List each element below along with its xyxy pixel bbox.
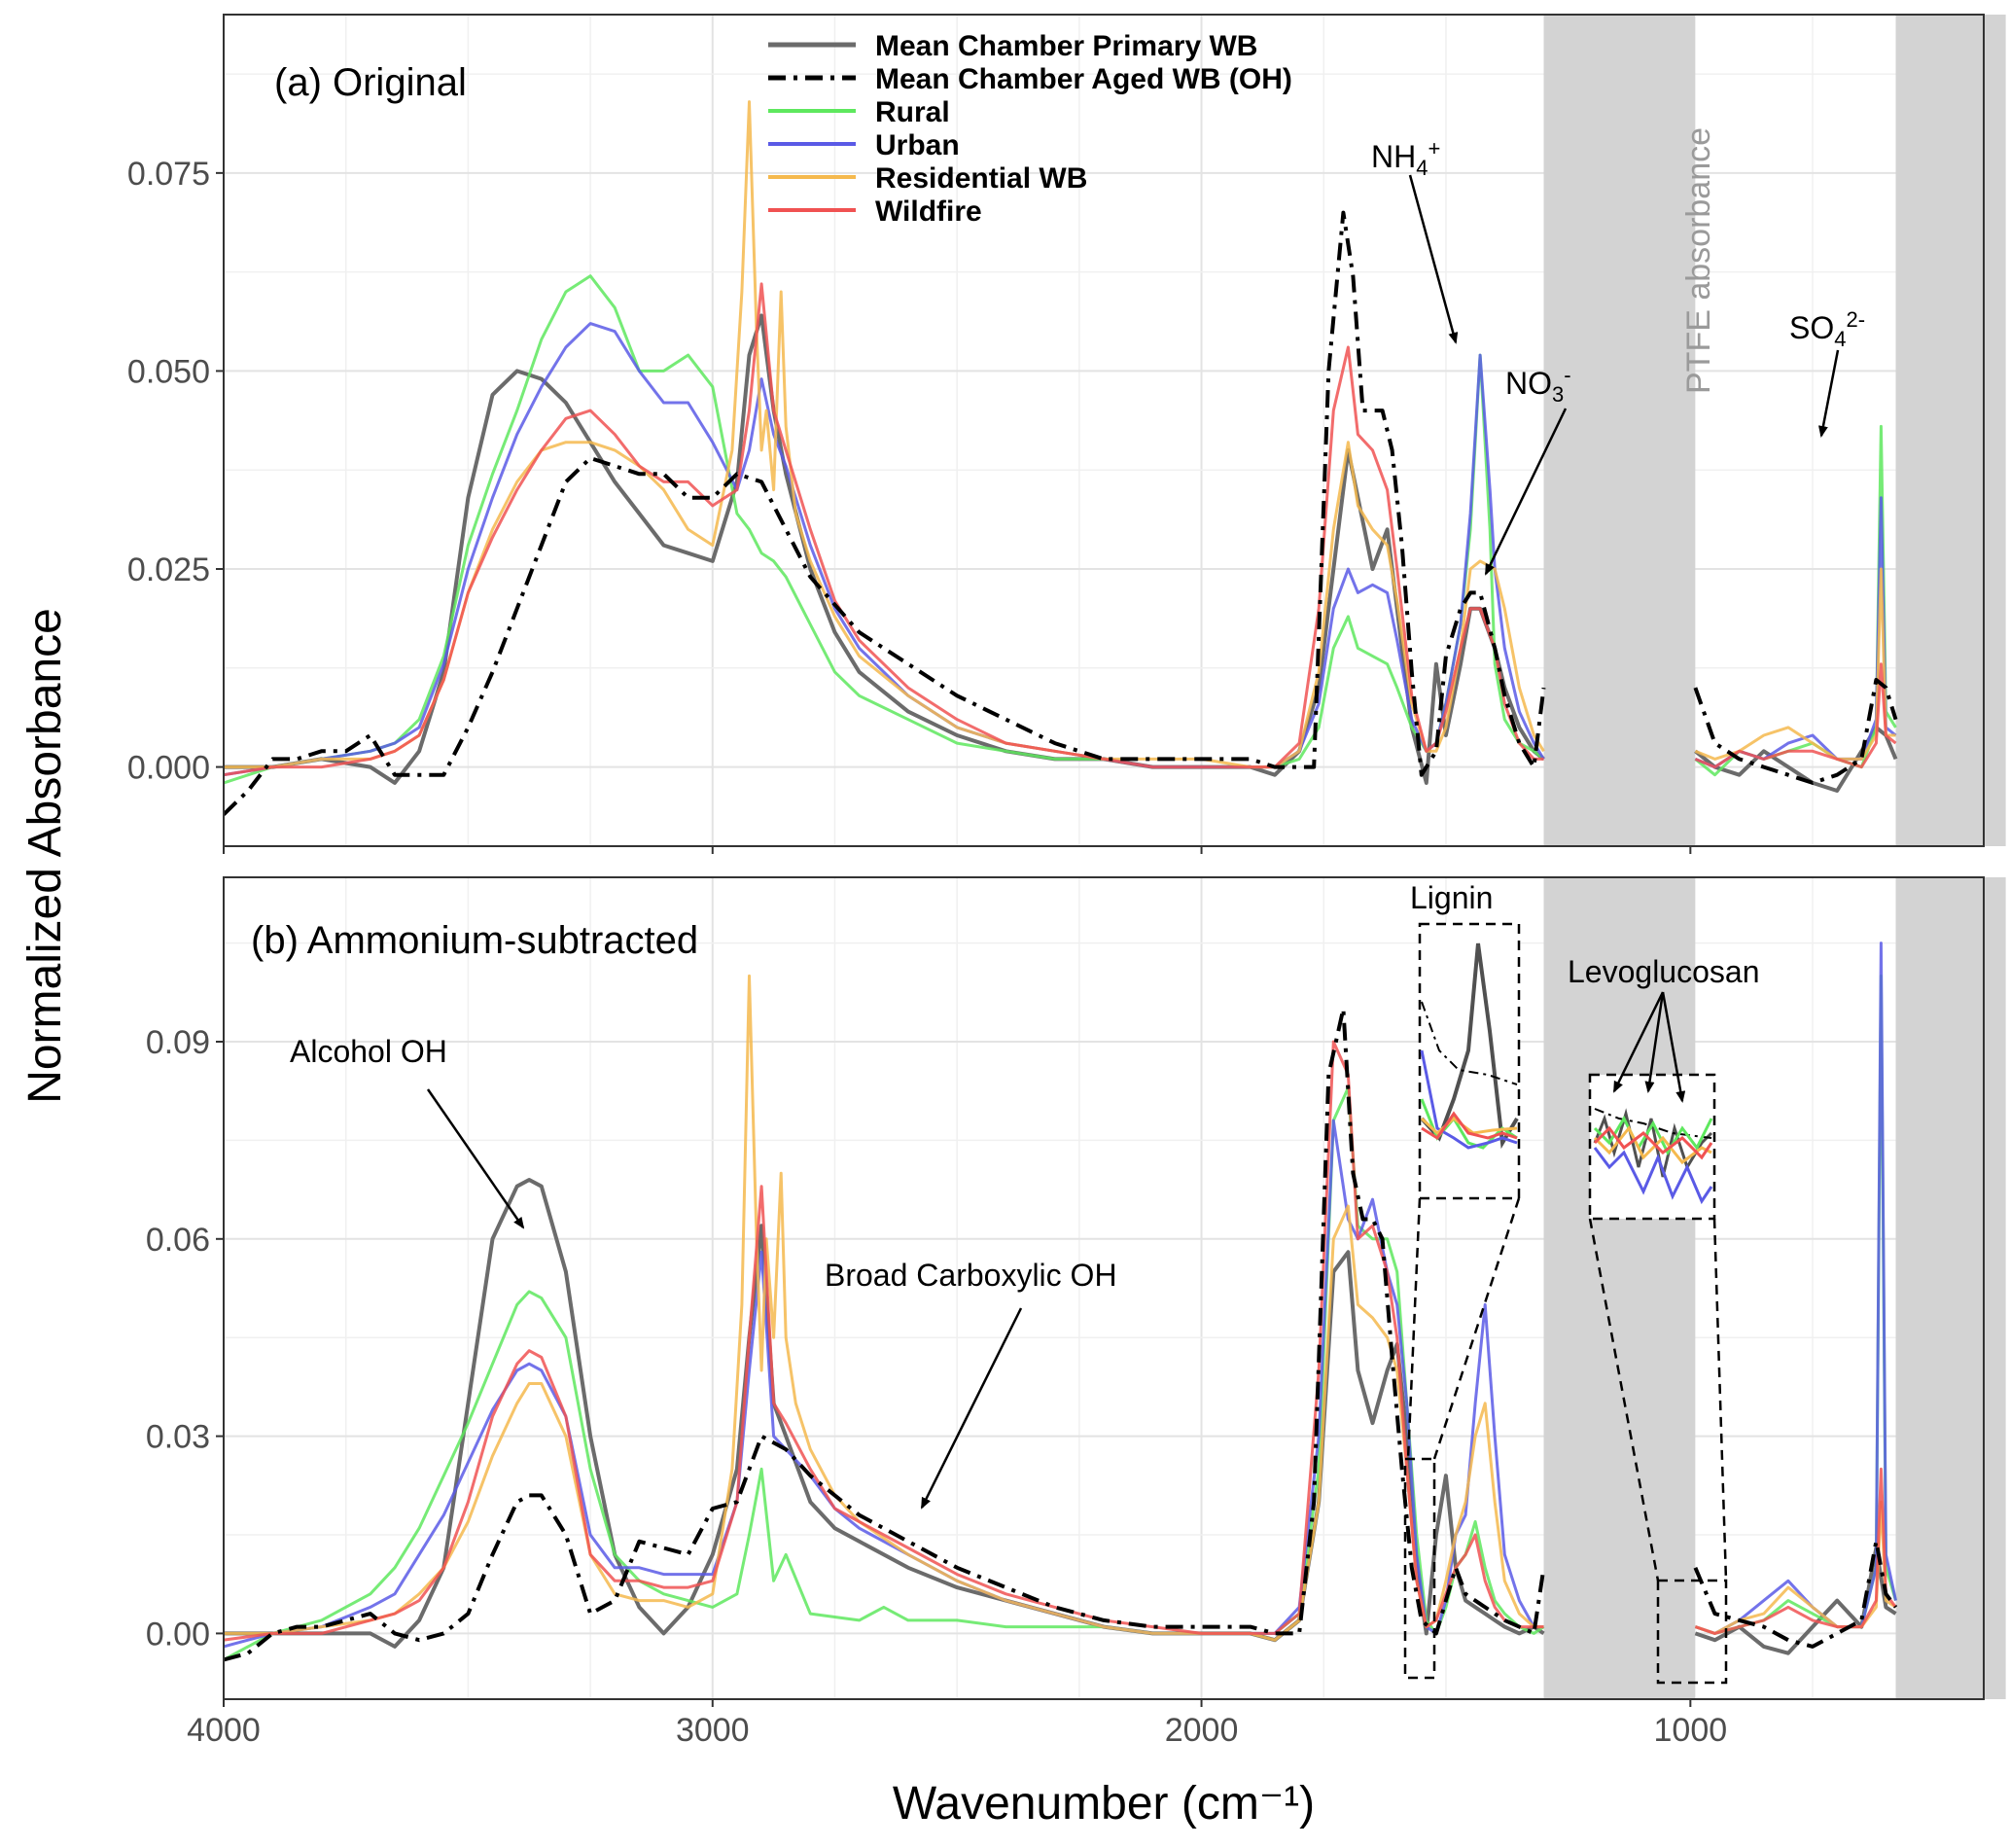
ptfe-label: PTFE absorbance xyxy=(1680,127,1717,394)
panel-b-ptfe-shading xyxy=(1543,877,2006,1699)
y-tick-label: 0.025 xyxy=(127,551,210,588)
panel-b-series xyxy=(224,942,1898,1662)
panel-a-background xyxy=(224,15,1984,846)
annotation-no3-arrow xyxy=(1484,408,1568,576)
legend-item: Wildfire xyxy=(768,195,982,228)
levoglucosan-arrow-3 xyxy=(1661,991,1686,1103)
y-tick-label: 0.000 xyxy=(127,750,210,787)
series-line-wildfire xyxy=(1694,1467,1897,1635)
levoglucosan-zoom-line-2 xyxy=(1712,1218,1728,1581)
levoglucosan-inset-trace-residential xyxy=(1593,1125,1712,1165)
annotation-so4-arrow xyxy=(1817,349,1840,438)
x-axis: 4000 3000 2000 1000 xyxy=(187,846,1727,1749)
legend-label: Urban xyxy=(875,129,960,161)
panel-b-yticks: 0.00 0.03 0.06 0.09 xyxy=(146,1024,224,1653)
y-tick-label: 0.06 xyxy=(146,1222,210,1259)
series-line-mean-chamber-aged-wb-oh xyxy=(1693,1539,1898,1649)
x-tick-label: 3000 xyxy=(676,1712,750,1749)
ptfe-shade-region xyxy=(1543,877,1696,1699)
lignin-inset-box xyxy=(1418,922,1521,1200)
lignin-inset: Lignin xyxy=(1410,880,1521,1200)
panel-b-label: (b) Ammonium-subtracted xyxy=(251,919,698,962)
lignin-inset-trace-aged xyxy=(1421,1001,1518,1085)
annotation-alcohol-oh-arrow xyxy=(426,1088,525,1229)
panel-b-border xyxy=(223,876,1985,1700)
levoglucosan-arrow-1 xyxy=(1612,991,1665,1093)
y-tick-label: 0.00 xyxy=(146,1616,210,1653)
panel-a-label: (a) Original xyxy=(274,61,467,104)
legend-label: Wildfire xyxy=(875,195,982,228)
x-tick-label: 2000 xyxy=(1165,1712,1239,1749)
series-line-wildfire xyxy=(224,1040,1544,1642)
levoglucosan-inset: Levoglucosan xyxy=(1568,954,1759,1221)
x-tick-label: 4000 xyxy=(187,1712,261,1749)
x-axis-title: Wavenumber (cm⁻¹) xyxy=(893,1778,1315,1830)
series-line-mean-chamber-primary-wb xyxy=(224,1178,1545,1649)
legend-item: Mean Chamber Aged WB (OH) xyxy=(768,63,1292,95)
svg-text:Broad Carboxylic OH: Broad Carboxylic OH xyxy=(825,1258,1117,1293)
ptfe-shade-region xyxy=(1895,877,2006,1699)
legend-item: Residential WB xyxy=(768,162,1087,195)
legend-item: Rural xyxy=(768,96,950,128)
annotation-broad-carboxylic-oh-arrow xyxy=(920,1307,1023,1510)
legend-label: Mean Chamber Aged WB (OH) xyxy=(875,63,1292,95)
y-tick-label: 0.075 xyxy=(127,156,210,193)
lignin-inset-trace-wildfire xyxy=(1421,1111,1518,1141)
y-tick-label: 0.050 xyxy=(127,353,210,390)
panel-a: 0.000 0.025 0.050 0.075 (a) Original PTFE a… xyxy=(127,14,2006,847)
series-line-mean-chamber-aged-wb-oh xyxy=(224,1007,1546,1662)
levoglucosan-source-box xyxy=(1656,1579,1728,1685)
lignin-source-box xyxy=(1403,1457,1436,1680)
legend-item: Mean Chamber Primary WB xyxy=(768,30,1257,62)
series-line-wildfire xyxy=(1694,662,1897,769)
levoglucosan-label: Levoglucosan xyxy=(1568,954,1759,989)
legend-label: Mean Chamber Primary WB xyxy=(875,30,1257,62)
annotation-broad-carboxylic-oh: Broad Carboxylic OH xyxy=(825,1258,1117,1510)
annotation-alcohol-oh: Alcohol OH xyxy=(290,1034,525,1229)
levoglucosan-inset-trace-urban xyxy=(1593,1147,1713,1205)
levoglucosan-arrow-2 xyxy=(1644,991,1665,1093)
ptfe-shade-region xyxy=(1543,15,1696,846)
panel-b: 0.00 0.03 0.06 0.09 (b) Ammonium-subtracted… xyxy=(146,876,2006,1700)
legend-label: Residential WB xyxy=(875,162,1087,195)
panel-a-border xyxy=(223,14,1985,847)
panel-a-ptfe-shading xyxy=(1543,15,2006,846)
legend-item: Urban xyxy=(768,129,960,161)
svg-text:Alcohol OH: Alcohol OH xyxy=(290,1034,447,1069)
y-tick-label: 0.09 xyxy=(146,1024,210,1061)
y-tick-label: 0.03 xyxy=(146,1419,210,1456)
series-line-mean-chamber-aged-wb-oh xyxy=(1693,678,1898,785)
lignin-zoom-line-1 xyxy=(1406,1197,1422,1460)
panel-a-yticks: 0.000 0.025 0.050 0.075 xyxy=(127,156,224,787)
lignin-zoom-line-2 xyxy=(1432,1197,1521,1460)
annotation-nh4-arrow xyxy=(1408,174,1459,344)
lignin-label: Lignin xyxy=(1410,880,1493,915)
series-line-mean-chamber-primary-wb xyxy=(224,313,1545,785)
levoglucosan-zoom-line-1 xyxy=(1588,1218,1660,1581)
y-axis-title: Normalized Absorbance xyxy=(19,608,71,1104)
x-tick-label: 1000 xyxy=(1654,1712,1728,1749)
lignin-inset-trace-urban xyxy=(1420,1049,1518,1150)
legend-label: Rural xyxy=(875,96,950,128)
ptfe-shade-region xyxy=(1895,15,2006,846)
panel-a-series xyxy=(224,100,1898,816)
levoglucosan-inset-trace-wildfire xyxy=(1593,1125,1713,1160)
